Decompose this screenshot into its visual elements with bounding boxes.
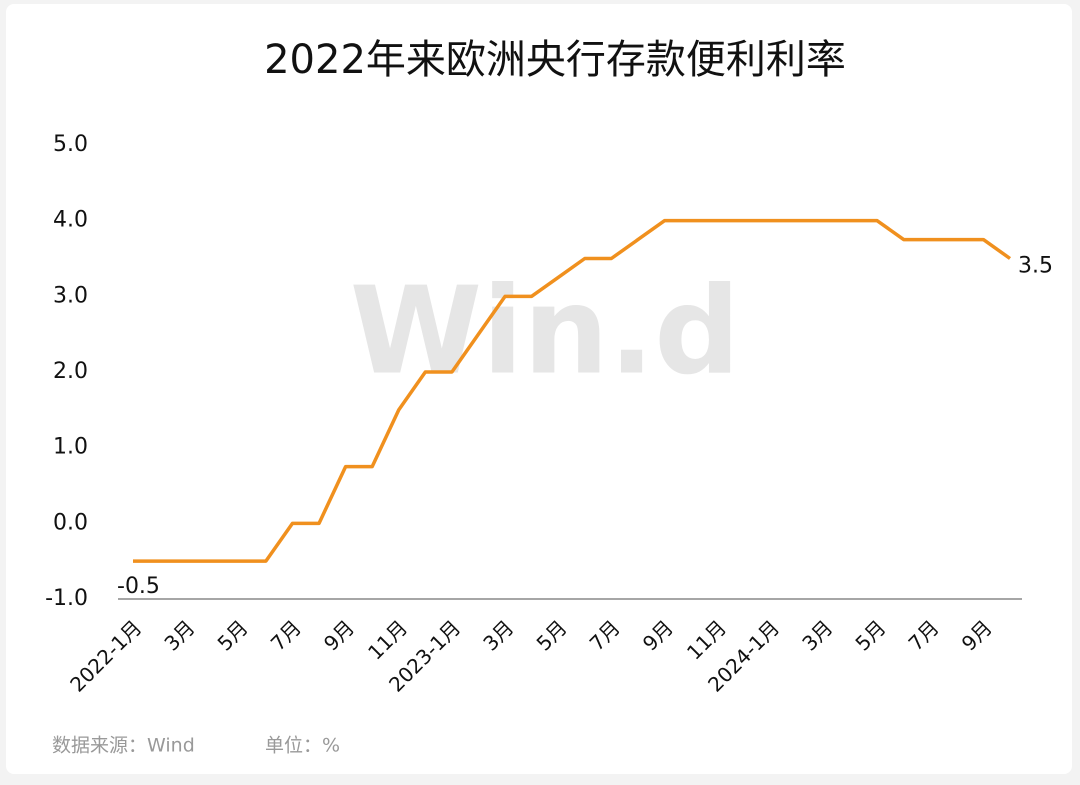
y-tick-label: 2.0 xyxy=(53,359,88,384)
y-tick-label: -1.0 xyxy=(45,586,88,611)
y-tick-label: 4.0 xyxy=(53,208,88,233)
source: 数据来源：Wind xyxy=(52,735,195,757)
data-label: -0.5 xyxy=(117,574,160,599)
data-label: 3.5 xyxy=(1018,254,1053,279)
unit: 单位：% xyxy=(265,735,340,757)
y-tick-label: 1.0 xyxy=(53,435,88,460)
y-tick-label: 5.0 xyxy=(53,132,88,157)
watermark: Win.d xyxy=(350,263,740,402)
line xyxy=(133,218,1012,563)
card xyxy=(6,4,1072,774)
y-tick-label: 3.0 xyxy=(53,283,88,308)
y-tick-label: 0.0 xyxy=(53,510,88,535)
chart-title: 2022年来欧洲央行存款便利利率 xyxy=(264,37,846,83)
